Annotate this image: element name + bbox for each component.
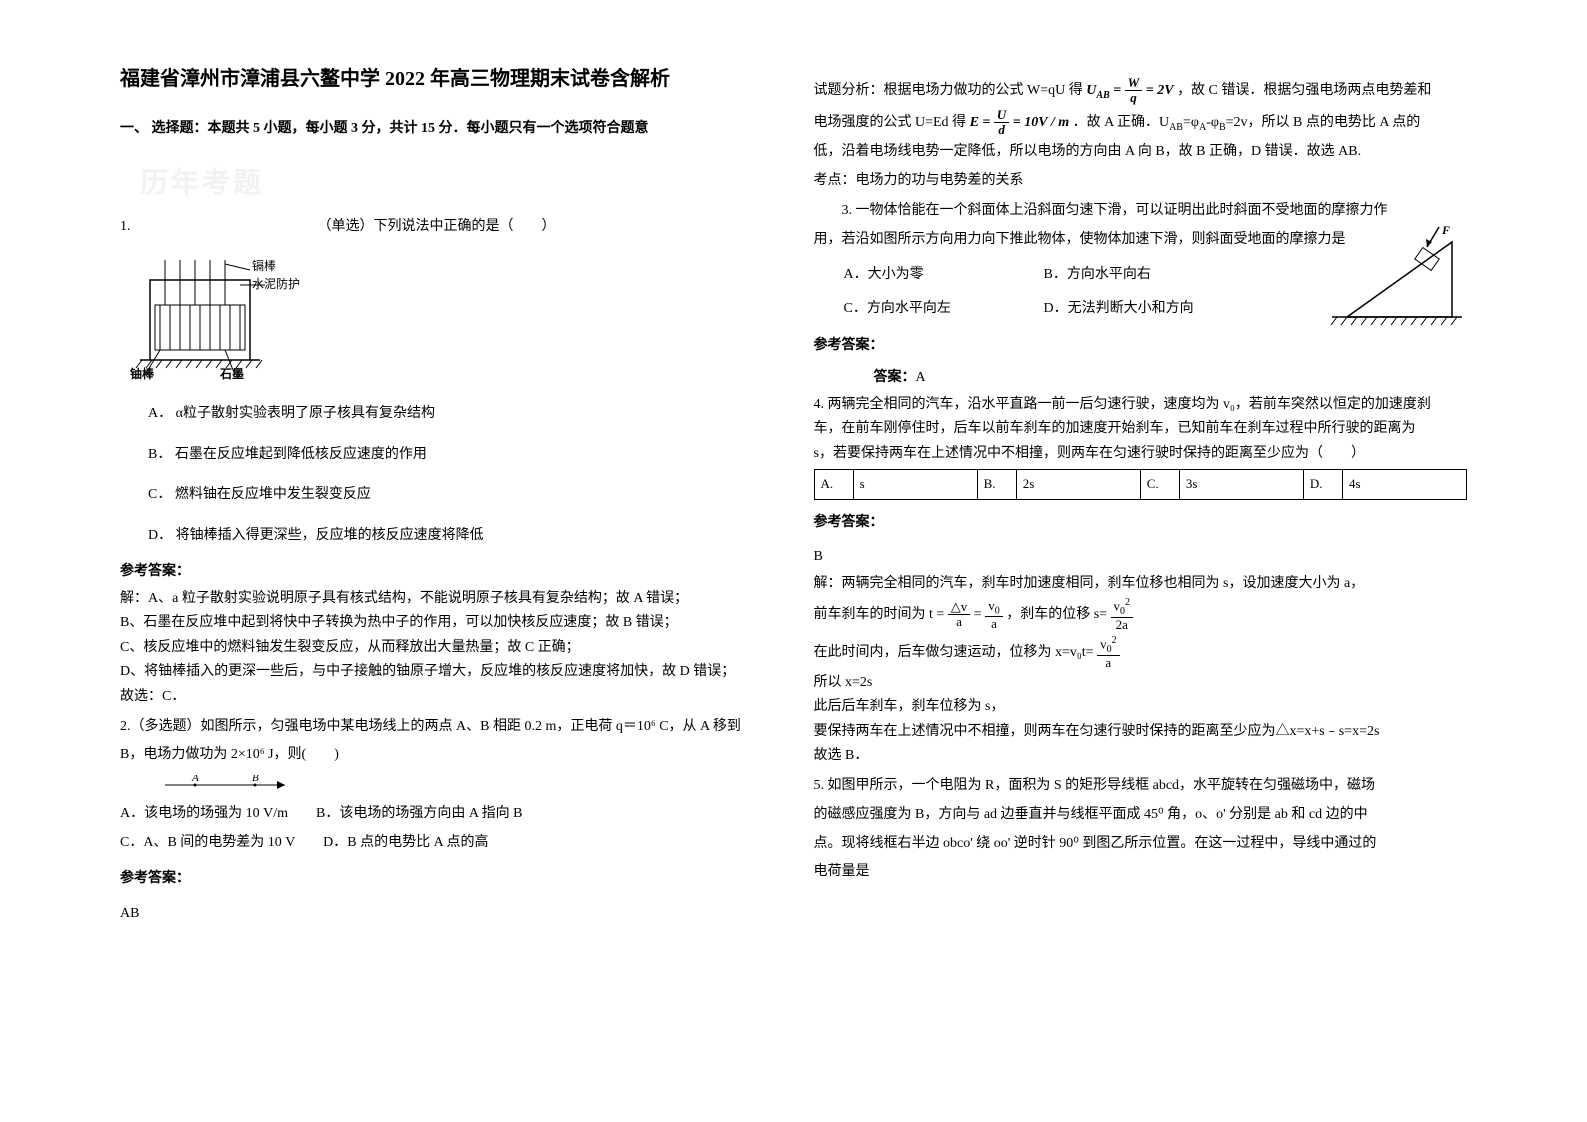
- q5-stem3: 点。现将线框右半边 obco' 绕 oo' 逆时针 90⁰ 到图乙所示位置。在这…: [814, 831, 1468, 858]
- label-F: F: [1441, 223, 1450, 237]
- q5-stem1: 5. 如图甲所示，一个电阻为 R，面积为 S 的矩形导线框 abcd，水平旋转在…: [814, 773, 1468, 800]
- q1-diagram: 镉棒 水泥防护层 铀棒 石墨: [130, 250, 774, 391]
- q1-ref: 参考答案：: [120, 559, 774, 586]
- label-top1: 镉棒: [252, 259, 276, 273]
- q4-exp1: 解：两辆完全相同的汽车，刹车时加速度相同，刹车位移也相同为 s，设加速度大小为 …: [814, 573, 1468, 595]
- q4-options-table: A.s B.2s C.3s D.4s: [814, 469, 1468, 500]
- q2-diagram: A B: [160, 775, 774, 795]
- section-1-heading: 一、 选择题：本题共 5 小题，每小题 3 分，共计 15 分．每小题只有一个选…: [120, 116, 774, 143]
- q4-ans: B: [814, 544, 1468, 571]
- q4-ref: 参考答案：: [814, 510, 1468, 537]
- label-left: 铀棒: [130, 366, 155, 380]
- label-right: 石墨: [219, 367, 244, 380]
- q3-diagram: F: [1327, 222, 1467, 343]
- q3-opts-ab: A．大小为零 B．方向水平向右: [844, 262, 1318, 289]
- label-A: A: [191, 775, 199, 784]
- q2-exp-line2: 电场强度的公式 U=Ed 得 E = Ud = 10V / m ．故 A 正确．…: [814, 108, 1468, 138]
- q4-exp3: 在此时间内，后车做匀速运动，位移为 x=v₀t= v02a: [814, 635, 1468, 670]
- q1-number: 1.: [120, 219, 131, 234]
- q2-stem2: B，电场力做功为 2×10⁶ J，则( ): [120, 742, 774, 769]
- q1-exp1: 解：A、a 粒子散射实验说明原子具有核式结构，不能说明原子核具有复杂结构；故 A…: [120, 588, 774, 610]
- q1-stem-tail: （单选）下列说法中正确的是（ ）: [318, 219, 556, 234]
- q4-stem1: 4. 两辆完全相同的汽车，沿水平直路一前一后匀速行驶，速度均为 v₀，若前车突然…: [814, 394, 1468, 416]
- q1-optD: D． 将铀棒插入得更深些，反应堆的核反应速度将降低: [120, 523, 774, 550]
- right-column: 试题分析：根据电场力做功的公式 W=qU 得 UAB = Wq = 2V ，故 …: [794, 60, 1488, 1082]
- q2-exp-line4: 考点：电场力的功与电势差的关系: [814, 168, 1468, 195]
- q2-exp-line1: 试题分析：根据电场力做功的公式 W=qU 得 UAB = Wq = 2V ，故 …: [814, 76, 1468, 106]
- q2-exp-line3: 低，沿着电场线电势一定降低，所以电场的方向由 A 向 B，故 B 正确，D 错误…: [814, 139, 1468, 166]
- q4-exp5: 此后后车刹车，刹车位移为 s，: [814, 696, 1468, 718]
- q4-exp4: 所以 x=2s: [814, 672, 1468, 694]
- label-top2: 水泥防护层: [252, 276, 300, 291]
- q4-stem3: s，若要保持两车在上述情况中不相撞，则两车在匀速行驶时保持的距离至少应为（ ）: [814, 443, 1468, 465]
- q2-ans: AB: [120, 901, 774, 928]
- q3-answer: 答案：A: [874, 365, 1468, 392]
- watermark-text: 历年考题: [140, 157, 774, 210]
- q5-stem2: 的磁感应强度为 B，方向与 ad 边垂直并与线框平面成 45⁰ 角，o、o' 分…: [814, 802, 1468, 829]
- q1-exp2: B、石墨在反应堆中起到将快中子转换为热中子的作用，可以加快核反应速度；故 B 错…: [120, 612, 774, 634]
- left-column: 福建省漳州市漳浦县六鳌中学 2022 年高三物理期末试卷含解析 一、 选择题：本…: [100, 60, 794, 1082]
- q1-exp3: C、核反应堆中的燃料铀发生裂变反应，从而释放出大量热量；故 C 正确；: [120, 637, 774, 659]
- q2-opts-ab: A．该电场的场强为 10 V/m B．该电场的场强方向由 A 指向 B: [120, 801, 774, 828]
- q1-exp5: 故选：C．: [120, 686, 774, 708]
- exam-title: 福建省漳州市漳浦县六鳌中学 2022 年高三物理期末试卷含解析: [120, 60, 774, 98]
- q4-exp7: 故选 B．: [814, 745, 1468, 767]
- q5-stem4: 电荷量是: [814, 859, 1468, 886]
- q1-optC: C． 燃料铀在反应堆中发生裂变反应: [120, 482, 774, 509]
- formula-1: UAB = Wq = 2V: [1086, 76, 1173, 106]
- q2-opts-cd: C．A、B 间的电势差为 10 V D．B 点的电势比 A 点的高: [120, 830, 774, 857]
- q3-opts-cd: C．方向水平向左 D．无法判断大小和方向: [844, 296, 1318, 323]
- q4-stem2: 车，在前车刚停住时，后车以前车刹车的加速度开始刹车，已知前车在刹车过程中所行驶的…: [814, 418, 1468, 440]
- q2-stem1: 2.（多选题）如图所示，匀强电场中某电场线上的两点 A、B 相距 0.2 m，正…: [120, 714, 774, 741]
- q2-ref: 参考答案：: [120, 866, 774, 893]
- q1-optA: A． α粒子散射实验表明了原子核具有复杂结构: [120, 401, 774, 428]
- q4-exp6: 要保持两车在上述情况中不相撞，则两车在匀速行驶时保持的距离至少应为△x=x+s﹣…: [814, 721, 1468, 743]
- label-B: B: [252, 775, 259, 784]
- q4-exp2: 前车刹车的时间为 t = △va = v0a ，刹车的位移 s= v022a: [814, 597, 1468, 632]
- q1-exp4: D、将铀棒插入的更深一些后，与中子接触的铀原子增大，反应堆的核反应速度将加快，故…: [120, 661, 774, 683]
- formula-2: E = Ud = 10V / m: [970, 108, 1070, 138]
- q1-stem: 1. （单选）下列说法中正确的是（ ）: [120, 214, 774, 241]
- q1-optB: B． 石墨在反应堆起到降低核反应速度的作用: [120, 442, 774, 469]
